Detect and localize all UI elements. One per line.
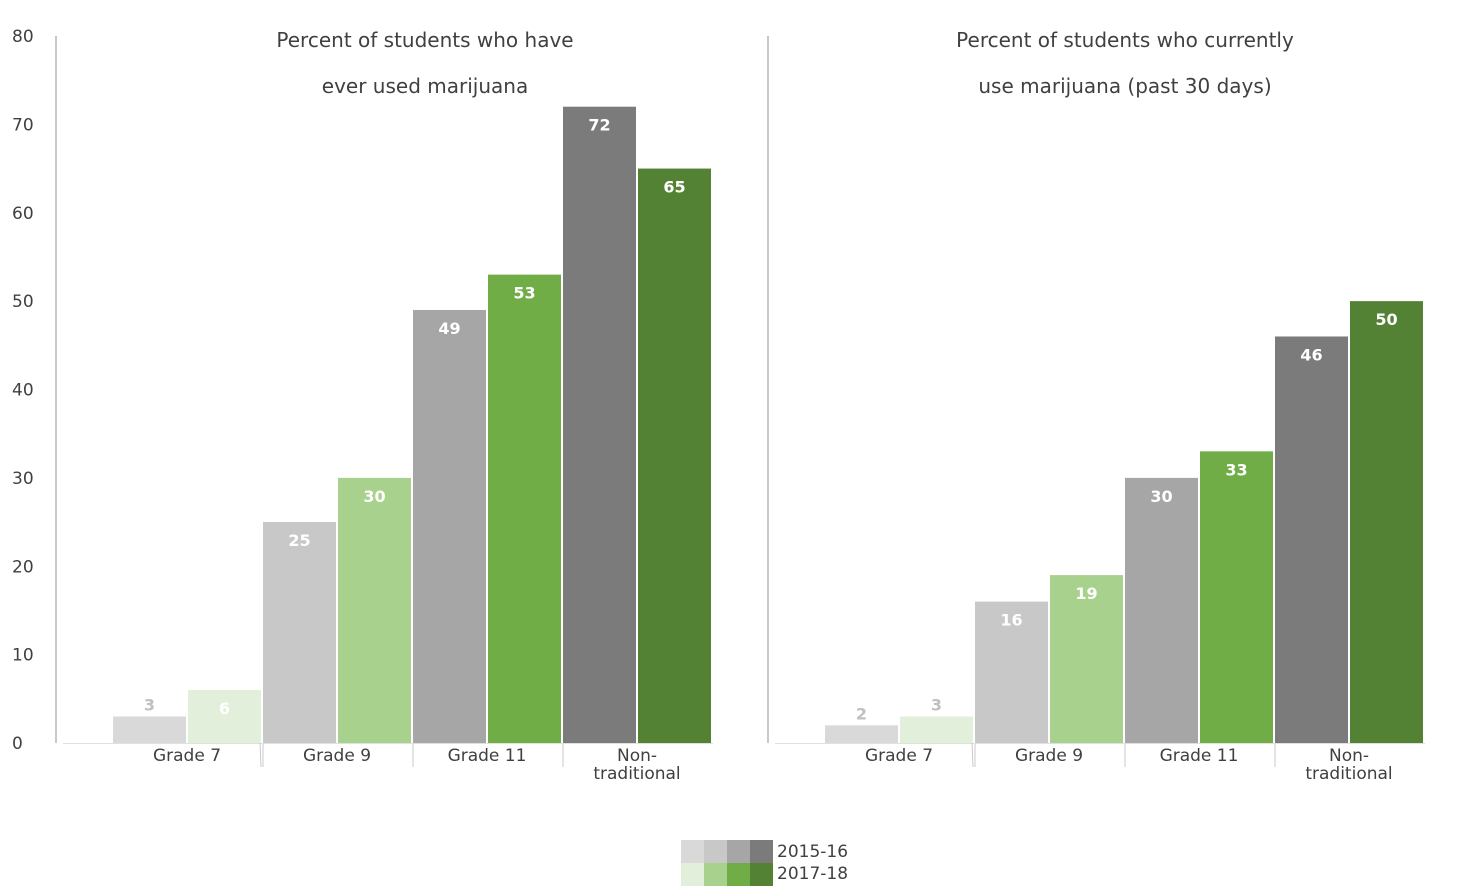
x-tick-label: Grade 11 <box>448 746 527 766</box>
x-tick-label: Non- <box>617 746 657 766</box>
chart-title-line-1: Percent of students who have <box>276 28 574 52</box>
bar-2015-16-0 <box>113 716 186 743</box>
data-label: 33 <box>1225 460 1247 479</box>
data-label: 30 <box>363 487 385 506</box>
category-separator <box>259 742 262 768</box>
data-label: 19 <box>1075 584 1097 603</box>
legend-swatch-2017-18 <box>681 863 704 886</box>
legend-swatch-2015-16 <box>704 840 727 863</box>
data-label: 6 <box>219 699 230 718</box>
legend-swatch-2017-18 <box>750 863 773 886</box>
data-label: 72 <box>588 116 610 135</box>
bar-2015-16-3 <box>1275 336 1348 743</box>
data-label: 46 <box>1300 345 1322 364</box>
data-label: 25 <box>288 531 310 550</box>
chart-title-current-use: Percent of students who currently use ma… <box>925 6 1325 121</box>
x-tick-label: Grade 7 <box>865 746 933 766</box>
bar-2017-18-2 <box>1200 451 1273 743</box>
bar-2017-18-1 <box>1050 575 1123 743</box>
y-tick-label: 0 <box>12 734 23 754</box>
data-label: 2 <box>856 704 867 723</box>
legend-swatch-2015-16 <box>681 840 704 863</box>
y-tick-label: 70 <box>12 115 34 135</box>
data-label: 53 <box>513 284 535 303</box>
data-label: 3 <box>144 695 155 714</box>
data-label: 50 <box>1375 310 1397 329</box>
bar-2015-16-2 <box>413 309 486 743</box>
x-tick-label: traditional <box>1305 764 1392 784</box>
y-tick-label: 80 <box>12 27 34 47</box>
data-label: 3 <box>931 695 942 714</box>
x-tick-label: Grade 9 <box>1015 746 1083 766</box>
x-tick-label: Non- <box>1329 746 1369 766</box>
bar-2017-18-0 <box>900 716 973 743</box>
bar-2015-16-3 <box>563 106 636 743</box>
legend-swatch-2017-18 <box>727 863 750 886</box>
chart-title-line-2: ever used marijuana <box>321 74 529 98</box>
y-tick-label: 30 <box>12 469 34 489</box>
chart-title-line-1: Percent of students who currently <box>956 28 1294 52</box>
data-label: 16 <box>1000 611 1022 630</box>
y-tick-label: 40 <box>12 381 34 401</box>
category-separator <box>971 742 974 768</box>
bar-2017-18-3 <box>1350 301 1423 743</box>
bar-2017-18-3 <box>638 168 711 743</box>
data-label: 65 <box>663 178 685 197</box>
bar-2017-18-0 <box>188 689 261 743</box>
bar-2017-18-2 <box>488 274 561 743</box>
legend-swatch-2015-16 <box>727 840 750 863</box>
legend-label-2017-18: 2017-18 <box>777 864 849 884</box>
x-tick-label: Grade 11 <box>1160 746 1239 766</box>
y-tick-label: 20 <box>12 557 34 577</box>
bar-2015-16-1 <box>263 522 336 743</box>
bar-2015-16-1 <box>975 601 1048 743</box>
y-tick-label: 10 <box>12 646 34 666</box>
bar-2015-16-2 <box>1125 477 1198 743</box>
chart-title-line-2: use marijuana (past 30 days) <box>978 74 1272 98</box>
bar-2015-16-0 <box>825 725 898 743</box>
x-tick-label: Grade 7 <box>153 746 221 766</box>
data-label: 49 <box>438 319 460 338</box>
x-tick-label: Grade 9 <box>303 746 371 766</box>
legend-swatch-2015-16 <box>750 840 773 863</box>
y-tick-label: 50 <box>12 292 34 312</box>
bar-2017-18-1 <box>338 477 411 743</box>
data-label: 30 <box>1150 487 1172 506</box>
legend-swatch-2017-18 <box>704 863 727 886</box>
legend-label-2015-16: 2015-16 <box>777 842 849 862</box>
chart-title-ever-used: Percent of students who have ever used m… <box>225 6 625 121</box>
y-tick-label: 60 <box>12 204 34 224</box>
x-tick-label: traditional <box>593 764 680 784</box>
